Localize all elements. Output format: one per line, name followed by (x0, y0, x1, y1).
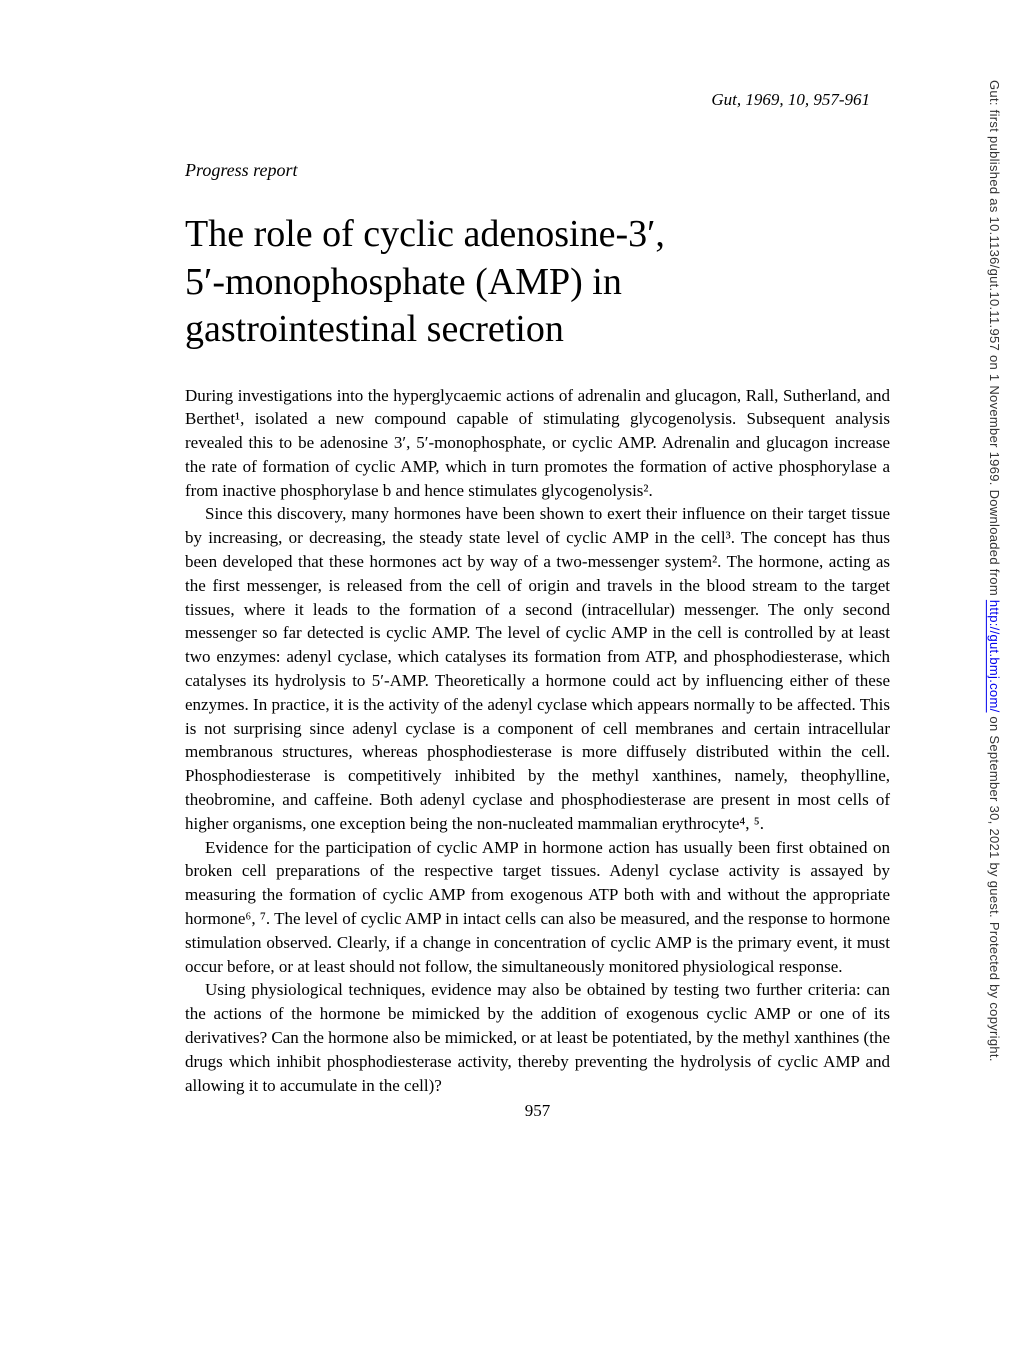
article-title: The role of cyclic adenosine-3′, 5′-mono… (185, 211, 890, 354)
title-line-3: gastrointestinal secretion (185, 308, 564, 350)
paragraph-4: Using physiological techniques, evidence… (185, 978, 890, 1097)
paragraph-1: During investigations into the hyperglyc… (185, 384, 890, 503)
report-type: Progress report (185, 160, 890, 181)
title-line-2: 5′-monophosphate (AMP) in (185, 261, 622, 303)
sidebar-prefix: Gut: first published as 10.1136/gut.10.1… (987, 80, 1002, 600)
paragraph-3: Evidence for the participation of cyclic… (185, 836, 890, 979)
sidebar-link[interactable]: http://gut.bmj.com/ (987, 600, 1002, 713)
copyright-sidebar: Gut: first published as 10.1136/gut.10.1… (987, 80, 1002, 1280)
sidebar-suffix: on September 30, 2021 by guest. Protecte… (987, 713, 1002, 1062)
title-line-1: The role of cyclic adenosine-3′, (185, 213, 665, 255)
article-body: During investigations into the hyperglyc… (185, 384, 890, 1098)
page-number: 957 (185, 1101, 890, 1121)
paragraph-2: Since this discovery, many hormones have… (185, 502, 890, 835)
journal-citation: Gut, 1969, 10, 957-961 (185, 90, 890, 110)
